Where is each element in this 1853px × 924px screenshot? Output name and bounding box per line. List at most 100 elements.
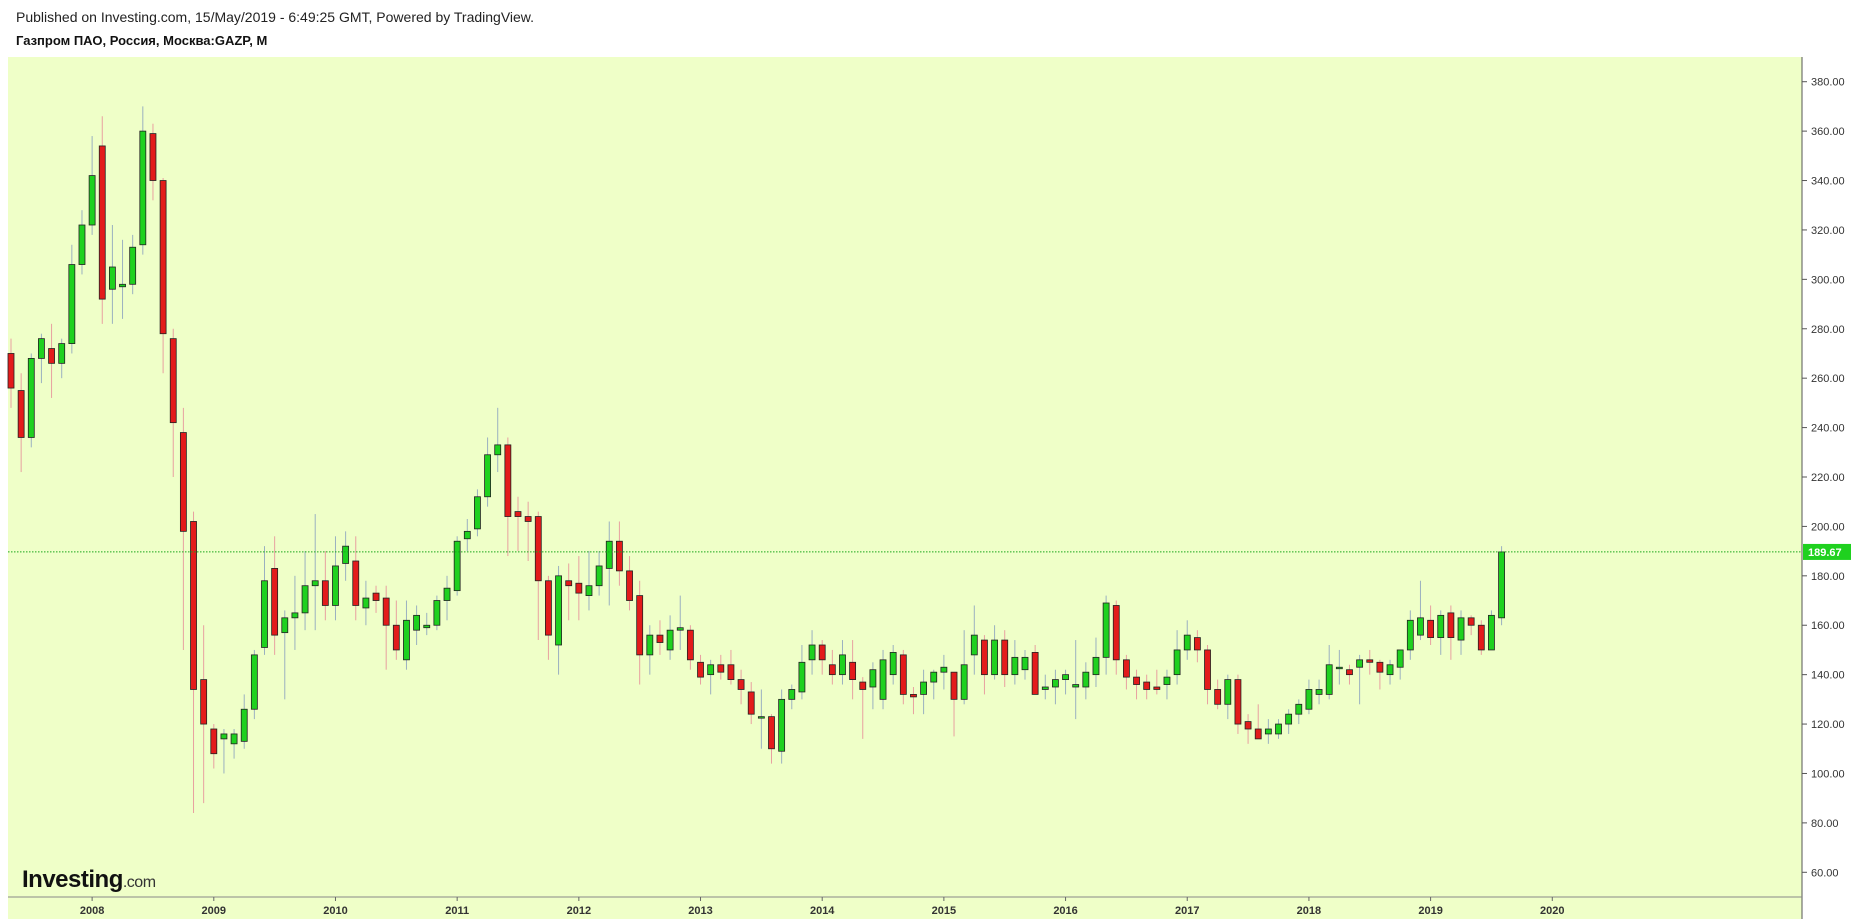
candle bbox=[311, 514, 319, 631]
candle-body bbox=[342, 545, 350, 564]
candle bbox=[818, 640, 826, 675]
candle-body bbox=[991, 639, 998, 676]
candle bbox=[1396, 649, 1404, 680]
candle-body bbox=[1346, 669, 1353, 676]
candle bbox=[1001, 630, 1009, 687]
candle bbox=[1346, 664, 1353, 685]
candle-body bbox=[889, 652, 897, 676]
candle bbox=[281, 610, 289, 700]
candle bbox=[1092, 637, 1100, 687]
candle-body bbox=[1163, 676, 1171, 685]
candle bbox=[433, 595, 441, 631]
candle bbox=[129, 234, 137, 295]
candle bbox=[1062, 669, 1069, 695]
candle bbox=[1163, 669, 1171, 700]
candle bbox=[1488, 610, 1495, 651]
candle-body bbox=[818, 644, 826, 661]
candle-body bbox=[1264, 728, 1272, 735]
candle bbox=[352, 536, 360, 621]
candle bbox=[981, 635, 988, 695]
candle bbox=[474, 489, 481, 537]
candle bbox=[382, 585, 390, 670]
candle bbox=[1335, 649, 1343, 685]
candle bbox=[534, 511, 542, 641]
candle bbox=[798, 645, 806, 700]
candle bbox=[1386, 659, 1394, 685]
candle-body bbox=[38, 338, 45, 359]
candle-body bbox=[1082, 671, 1090, 688]
x-tick-label: 2019 bbox=[1418, 905, 1442, 917]
candle bbox=[1041, 674, 1049, 700]
candle-body bbox=[200, 679, 208, 725]
x-tick-label: 2011 bbox=[445, 905, 469, 917]
candle-body bbox=[484, 454, 491, 498]
candle-body bbox=[352, 560, 360, 606]
candle-body bbox=[1285, 713, 1293, 725]
candle bbox=[1477, 620, 1485, 655]
candle bbox=[1285, 709, 1293, 734]
candle bbox=[605, 521, 613, 606]
candle bbox=[423, 612, 431, 636]
candle-body bbox=[940, 666, 948, 673]
candle bbox=[230, 729, 238, 759]
candle-body bbox=[981, 639, 988, 676]
candle bbox=[1193, 630, 1201, 663]
candle-body bbox=[1072, 684, 1080, 688]
candle bbox=[484, 437, 491, 507]
candle-body bbox=[504, 444, 512, 517]
candle bbox=[899, 649, 907, 705]
candle bbox=[149, 123, 157, 201]
candle bbox=[159, 178, 167, 374]
candle-body bbox=[210, 728, 218, 755]
candle-body bbox=[605, 540, 613, 569]
candle bbox=[859, 677, 867, 739]
candle bbox=[17, 373, 25, 473]
y-tick-label: 280.00 bbox=[1811, 324, 1845, 336]
candle bbox=[697, 654, 704, 685]
candle bbox=[910, 687, 917, 715]
candle bbox=[1052, 669, 1059, 705]
candle bbox=[88, 136, 96, 235]
candle-body bbox=[514, 511, 522, 517]
candle bbox=[220, 729, 228, 774]
candle bbox=[271, 536, 279, 655]
candle-body bbox=[179, 432, 187, 532]
candle-body bbox=[747, 691, 755, 715]
candle bbox=[595, 551, 603, 596]
candle-body bbox=[757, 716, 765, 719]
candle bbox=[403, 600, 410, 670]
candle-body bbox=[788, 689, 796, 700]
candle-body bbox=[1031, 652, 1039, 695]
x-tick-label: 2012 bbox=[567, 905, 591, 917]
y-tick-label: 180.00 bbox=[1811, 571, 1845, 583]
candle bbox=[38, 333, 45, 384]
candle-body bbox=[88, 175, 96, 226]
candle-body bbox=[48, 348, 55, 364]
x-tick-label: 2014 bbox=[810, 905, 835, 917]
candle-body bbox=[1325, 664, 1333, 695]
candle bbox=[1467, 615, 1475, 636]
candle bbox=[788, 684, 796, 710]
y-tick-label: 300.00 bbox=[1811, 274, 1845, 286]
candle-body bbox=[1052, 679, 1059, 688]
candle bbox=[1112, 600, 1120, 675]
candle-body bbox=[707, 664, 715, 676]
candle-body bbox=[616, 540, 623, 572]
y-tick-label: 360.00 bbox=[1811, 126, 1845, 138]
candle bbox=[1082, 662, 1090, 700]
candle-body bbox=[1396, 649, 1404, 668]
candle bbox=[342, 531, 350, 581]
candle-body bbox=[697, 661, 704, 678]
candle-body bbox=[78, 224, 86, 265]
candle-body bbox=[1477, 624, 1485, 651]
candle-body bbox=[321, 580, 329, 606]
candle bbox=[453, 536, 461, 596]
candle bbox=[1295, 699, 1303, 725]
plot-area[interactable] bbox=[8, 57, 1802, 919]
candle bbox=[545, 575, 552, 660]
x-tick-label: 2008 bbox=[80, 905, 104, 917]
candle-body bbox=[68, 264, 76, 344]
y-tick-label: 120.00 bbox=[1811, 719, 1845, 731]
candle bbox=[291, 575, 299, 650]
